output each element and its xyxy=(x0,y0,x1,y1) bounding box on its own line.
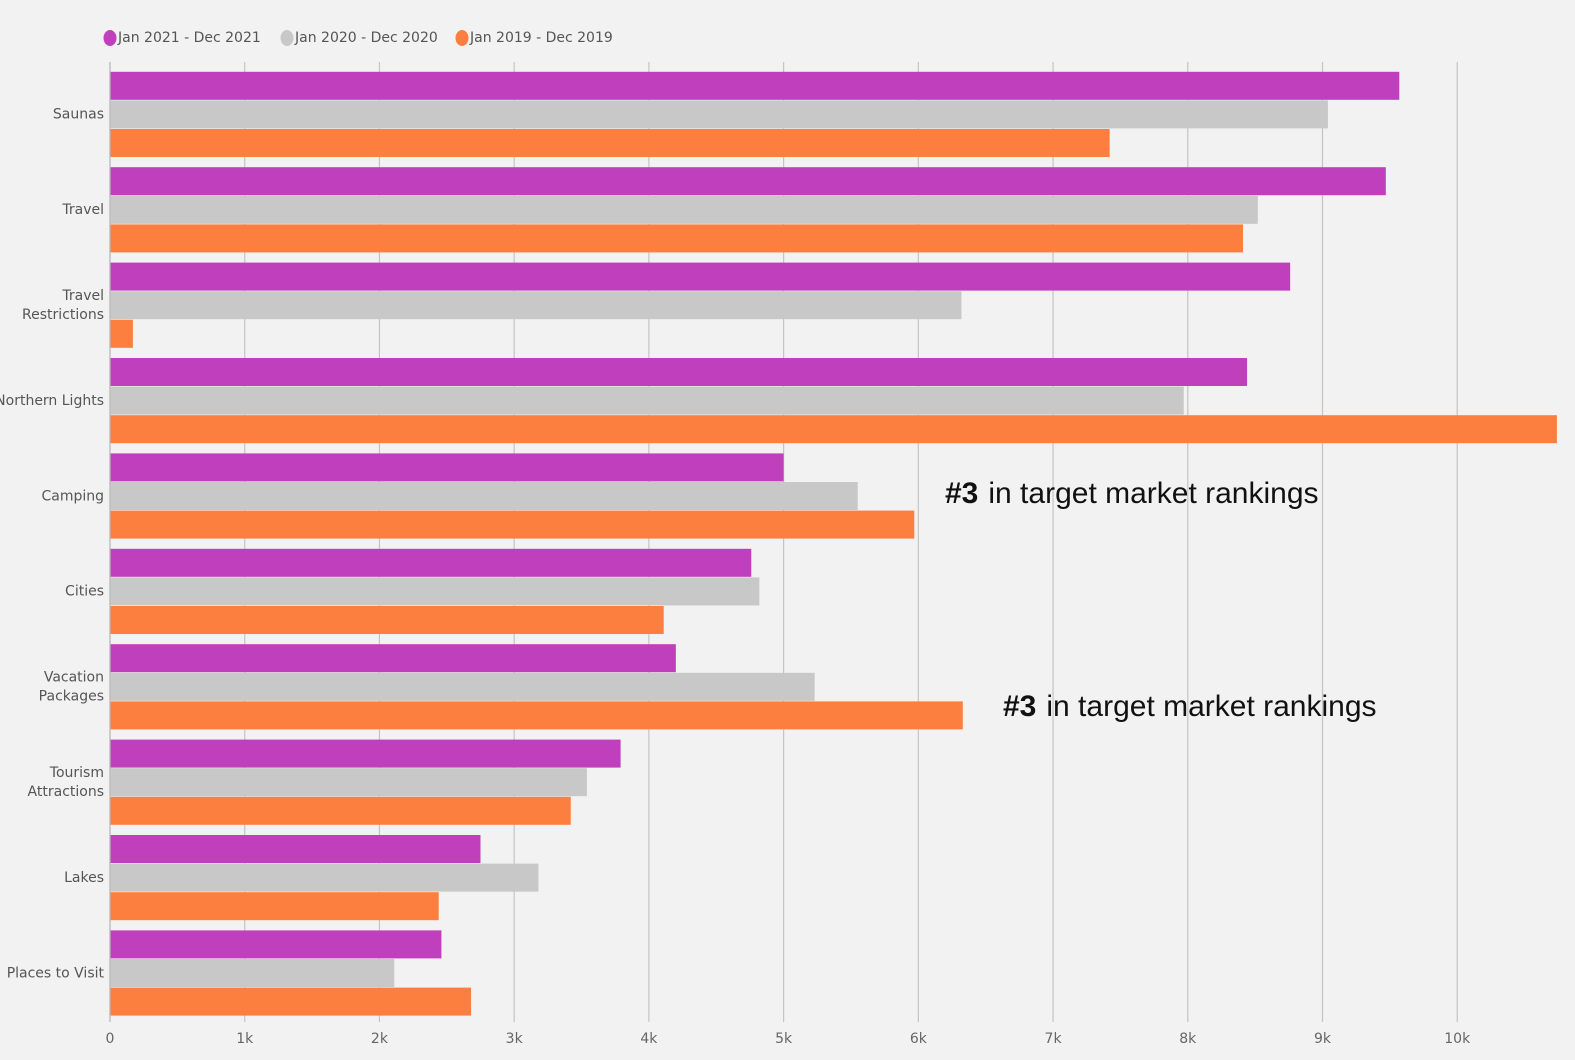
bar xyxy=(110,510,915,539)
bar xyxy=(110,71,1400,100)
bar xyxy=(110,644,676,673)
x-tick-label: 7k xyxy=(1045,1031,1063,1047)
x-tick-label: 6k xyxy=(910,1031,928,1047)
x-tick-label: 10k xyxy=(1444,1031,1471,1047)
x-tick-label: 9k xyxy=(1314,1031,1332,1047)
bar xyxy=(110,358,1248,386)
bar xyxy=(110,129,1110,157)
x-tick-label: 2k xyxy=(371,1031,389,1047)
y-tick-label: Saunas xyxy=(53,107,104,123)
annotation: #3 in target market rankings xyxy=(1003,690,1377,723)
bar xyxy=(110,386,1184,415)
bar xyxy=(110,415,1557,444)
x-tick-label: 4k xyxy=(640,1031,658,1047)
legend-label: Jan 2021 - Dec 2021 xyxy=(117,30,261,46)
x-tick-label: 0 xyxy=(106,1031,115,1047)
x-tick-label: 3k xyxy=(506,1031,524,1047)
bar xyxy=(110,291,962,320)
bar xyxy=(110,167,1386,196)
x-tick-label: 5k xyxy=(775,1031,793,1047)
annotation-text: in target market rankings xyxy=(988,477,1318,510)
legend-marker xyxy=(455,30,469,46)
annotation: #3 in target market rankings xyxy=(945,477,1319,510)
bar xyxy=(110,262,1291,291)
legend-marker xyxy=(280,30,294,46)
bar xyxy=(110,892,439,921)
bar xyxy=(110,796,571,825)
bar xyxy=(110,672,815,701)
bar xyxy=(110,768,587,797)
y-tick-label: Places to Visit xyxy=(7,965,105,981)
bar xyxy=(110,195,1258,224)
bar xyxy=(110,319,133,348)
bar xyxy=(110,224,1244,253)
annotation-text: in target market rankings xyxy=(1046,690,1376,723)
annotation-emphasis: #3 xyxy=(1003,690,1036,723)
bar xyxy=(110,100,1328,129)
annotation-emphasis: #3 xyxy=(945,477,978,510)
bar xyxy=(110,835,481,863)
x-tick-label: 1k xyxy=(236,1031,254,1047)
bar xyxy=(110,606,664,634)
y-tick-label: Camping xyxy=(41,488,104,504)
y-tick-label: Travel xyxy=(61,202,104,218)
y-tick-label: Vacation Packages xyxy=(39,670,104,705)
bar xyxy=(110,863,539,892)
y-tick-label: Cities xyxy=(65,584,104,600)
y-tick-label: Travel Restrictions xyxy=(22,288,104,323)
bar xyxy=(110,577,760,606)
bar xyxy=(110,701,963,730)
bar xyxy=(110,453,784,482)
legend-marker xyxy=(103,30,117,46)
y-tick-label: Northern Lights xyxy=(0,393,104,409)
y-tick-label: Lakes xyxy=(64,870,104,886)
bar xyxy=(110,930,442,959)
legend-label: Jan 2019 - Dec 2019 xyxy=(469,30,613,46)
y-tick-label: Tourism Attractions xyxy=(28,765,104,800)
bar xyxy=(110,959,395,987)
x-tick-label: 8k xyxy=(1179,1031,1197,1047)
bar xyxy=(110,987,472,1016)
bar xyxy=(110,482,858,510)
bar xyxy=(110,548,752,577)
legend-label: Jan 2020 - Dec 2020 xyxy=(294,30,438,46)
bar xyxy=(110,739,621,768)
